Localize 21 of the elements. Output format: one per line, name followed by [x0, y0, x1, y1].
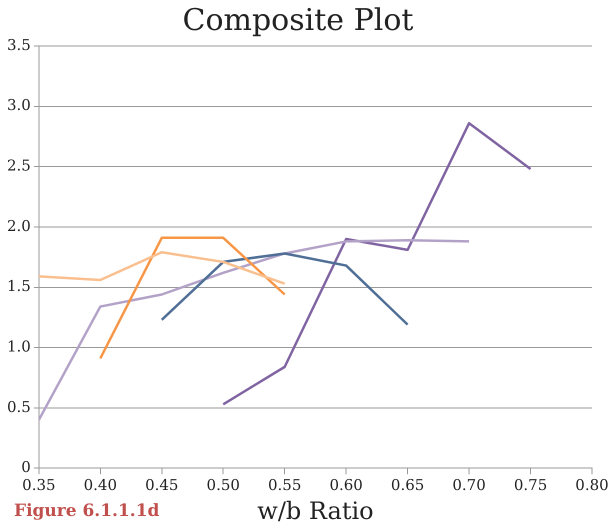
x-tick-label: 0.40	[84, 476, 118, 494]
x-tick-label: 0.65	[390, 476, 424, 494]
y-tick-label: 1.0	[6, 337, 31, 356]
x-tick-label: 0.75	[514, 476, 548, 494]
x-tick-label: 0.45	[145, 476, 178, 494]
y-tick-label: 1.5	[6, 277, 31, 296]
x-tick-label: 0.80	[575, 476, 609, 494]
caption: Figure 6.1.1.1d	[14, 501, 160, 521]
chart-title: Composite Plot	[182, 2, 414, 38]
x-axis-title: w/b Ratio	[257, 496, 374, 525]
y-tick-label: 2.5	[6, 156, 31, 175]
x-tick-label: 0.55	[268, 476, 302, 494]
y-tick-label: 3.5	[6, 36, 31, 54]
x-tick-label: 0.50	[206, 476, 240, 494]
y-tick-label: 2.0	[6, 216, 31, 235]
x-tick-label: 0.60	[329, 476, 363, 494]
y-tick-label: 3.0	[6, 96, 31, 114]
y-tick-label: 0.5	[6, 398, 31, 416]
y-tick-label: 0	[21, 458, 31, 476]
x-tick-label: 0.70	[452, 476, 486, 494]
x-tick-label: 0.35	[22, 476, 56, 494]
